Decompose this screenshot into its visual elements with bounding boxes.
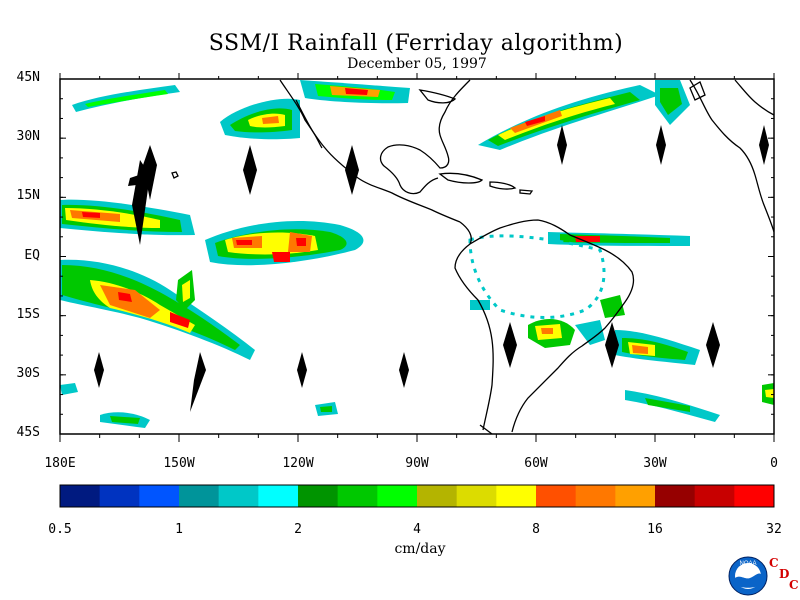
rain-south-america [468,234,625,348]
rain-band-itcz-west [60,199,195,236]
noaa-logo-text: NOAA [739,561,756,567]
colorbar-swatch-17 [734,485,775,507]
colorbar-swatch-3 [179,485,220,507]
lon-label-1: 150W [163,456,195,471]
colorbar-swatch-14 [615,485,656,507]
data-gap-markers [94,125,769,412]
lat-label-3: EQ [24,247,40,263]
rain-band-north-pacific-east [220,80,410,140]
lat-label-1: 30N [16,129,40,145]
cdc-letter-2: D [779,567,790,581]
rain-scattered [60,300,490,428]
colorbar-tick-3: 4 [413,522,421,537]
colorbar-swatch-16 [694,485,735,507]
colorbar-swatch-9 [417,485,458,507]
colorbar-swatch-1 [99,485,140,507]
colorbar-swatch-5 [258,485,299,507]
colorbar-tick-2: 2 [294,522,302,537]
colorbar-swatch-11 [496,485,537,507]
coastlines [171,79,774,434]
colorbar-swatch-8 [377,485,418,507]
lon-label-6: 0 [770,456,778,471]
colorbar-swatch-0 [60,485,101,507]
lat-label-2: 15N [16,188,40,204]
lat-label-6: 45S [16,425,40,440]
map-title: SSM/I Rainfall (Ferriday algorithm) [208,31,624,56]
colorbar [60,485,775,507]
colorbar-swatch-13 [575,485,616,507]
axis-ticks [59,73,775,442]
colorbar-swatch-2 [139,485,180,507]
colorbar-swatch-6 [298,485,339,507]
lon-label-3: 90W [405,456,429,471]
rain-band-north-pacific-west [72,85,180,112]
colorbar-tick-5: 16 [647,522,663,537]
colorbar-tick-0: 0.5 [48,522,72,537]
rainfall-field [60,80,774,428]
colorbar-swatch-4 [218,485,259,507]
colorbar-units: cm/day [394,541,446,557]
lat-label-5: 30S [16,365,40,381]
colorbar-swatch-15 [655,485,696,507]
colorbar-tick-4: 8 [532,522,540,537]
rain-band-north-atlantic [478,80,690,150]
lon-label-0: 180E [44,456,76,471]
map-date: December 05, 1997 [347,56,487,72]
lon-label-2: 120W [282,456,314,471]
colorbar-tick-6: 32 [766,522,782,537]
rain-band-itcz-atlantic [548,232,690,246]
colorbar-swatch-7 [337,485,378,507]
rain-band-spcz [60,259,255,360]
lon-label-5: 30W [643,456,667,471]
lon-label-4: 60W [524,456,548,471]
colorbar-tick-1: 1 [175,522,183,537]
colorbar-frame [59,484,775,508]
colorbar-swatch-12 [536,485,577,507]
cdc-letter-3: C [789,578,799,592]
colorbar-swatch-10 [456,485,497,507]
noaa-logo-icon: NOAA [728,556,768,596]
rain-band-south-atlantic [615,330,774,422]
lat-label-4: 15S [16,306,40,322]
lat-label-0: 45N [16,70,40,85]
map-frame [59,78,775,435]
rain-band-itcz-central [205,220,364,266]
cdc-letter-1: C [769,556,779,570]
